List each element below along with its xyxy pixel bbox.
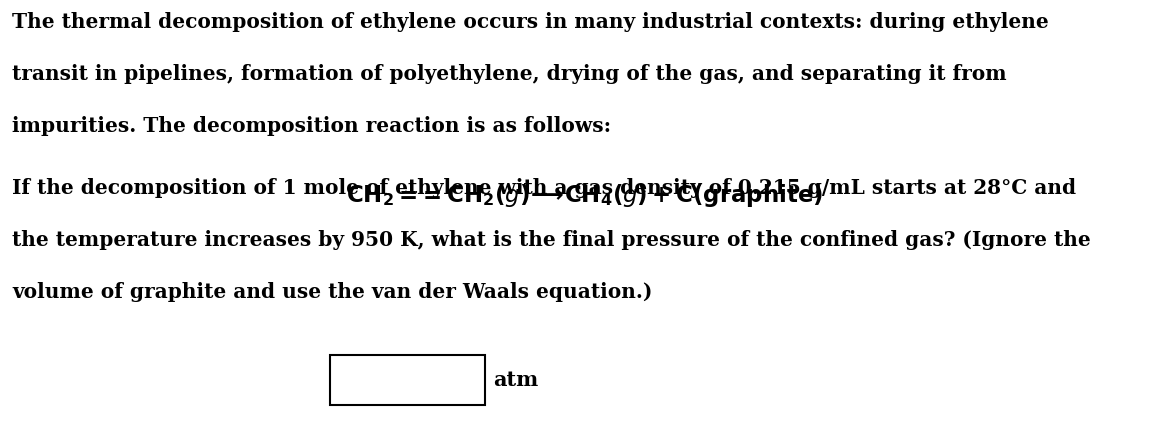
Text: volume of graphite and use the van der Waals equation.): volume of graphite and use the van der W… [12,282,653,302]
Text: $\mathbf{CH_2{=\!=}CH_2(}$$\mathbf{\mathit{g}}$$\mathbf{)\!\longrightarrow\!CH_4: $\mathbf{CH_2{=\!=}CH_2(}$$\mathbf{\math… [346,182,824,209]
Text: transit in pipelines, formation of polyethylene, drying of the gas, and separati: transit in pipelines, formation of polye… [12,64,1006,84]
Text: If the decomposition of 1 mole of ethylene with a gas density of 0.215 g/mL star: If the decomposition of 1 mole of ethyle… [12,178,1076,198]
Text: the temperature increases by 950 K, what is the final pressure of the confined g: the temperature increases by 950 K, what… [12,230,1090,250]
Text: impurities. The decomposition reaction is as follows:: impurities. The decomposition reaction i… [12,116,611,136]
Text: atm: atm [493,370,538,390]
FancyBboxPatch shape [330,355,486,405]
Text: The thermal decomposition of ethylene occurs in many industrial contexts: during: The thermal decomposition of ethylene oc… [12,12,1048,32]
